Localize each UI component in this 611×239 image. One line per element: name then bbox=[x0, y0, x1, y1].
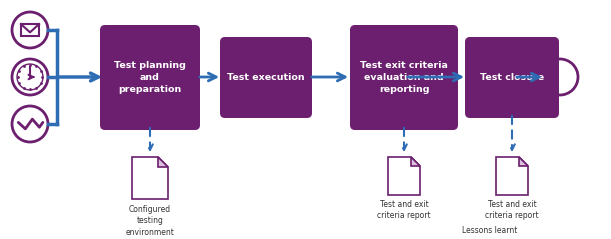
Text: Test planning
and
preparation: Test planning and preparation bbox=[114, 60, 186, 94]
Polygon shape bbox=[496, 157, 528, 195]
Bar bbox=[21, 24, 39, 36]
FancyBboxPatch shape bbox=[220, 37, 312, 118]
FancyBboxPatch shape bbox=[465, 37, 559, 118]
Text: Test and exit
criteria report: Test and exit criteria report bbox=[485, 200, 539, 220]
Text: Test closure: Test closure bbox=[480, 73, 544, 82]
Text: Test and exit
criteria report: Test and exit criteria report bbox=[377, 200, 431, 220]
Text: Lessons learnt: Lessons learnt bbox=[463, 226, 518, 235]
Polygon shape bbox=[388, 157, 420, 195]
Polygon shape bbox=[132, 157, 168, 199]
FancyBboxPatch shape bbox=[350, 25, 458, 130]
Text: Test exit criteria
evaluation and
reporting: Test exit criteria evaluation and report… bbox=[360, 60, 448, 94]
Polygon shape bbox=[158, 157, 168, 167]
FancyBboxPatch shape bbox=[100, 25, 200, 130]
Text: Configured
testing
environment: Configured testing environment bbox=[126, 205, 174, 237]
Text: Test execution: Test execution bbox=[227, 73, 305, 82]
Polygon shape bbox=[519, 157, 528, 166]
Polygon shape bbox=[411, 157, 420, 166]
